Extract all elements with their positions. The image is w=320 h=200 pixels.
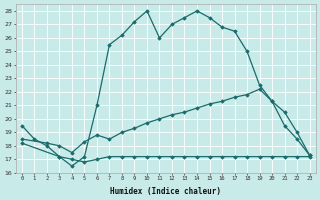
X-axis label: Humidex (Indice chaleur): Humidex (Indice chaleur) bbox=[110, 187, 221, 196]
